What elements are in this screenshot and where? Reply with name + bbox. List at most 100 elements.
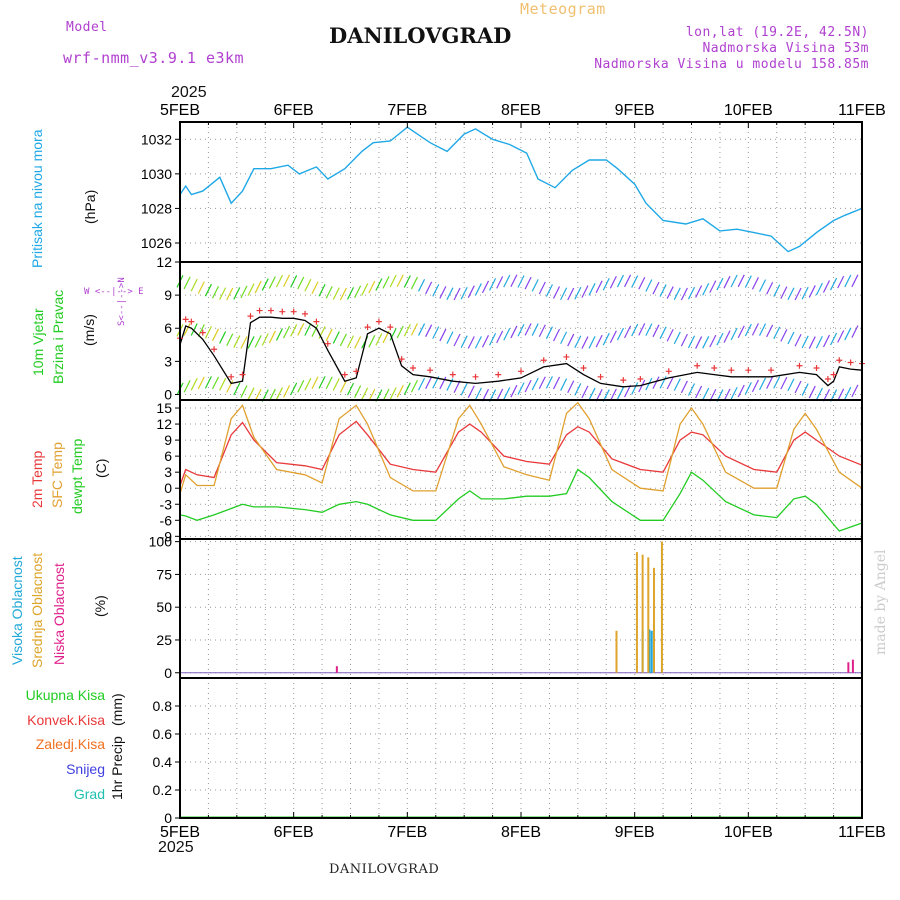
wind-gust-marker: [279, 308, 286, 315]
wind-barb: [283, 325, 291, 339]
wind-gust-marker: [302, 310, 309, 317]
wind-barb: [581, 285, 589, 298]
wind-barb: [375, 278, 383, 291]
wind-barb: [780, 376, 788, 390]
wind-barb: [403, 324, 411, 337]
wind-barb: [766, 376, 774, 389]
cloud-mid-bar: [660, 541, 663, 673]
wind-barb: [211, 328, 220, 342]
y-tick-label: 0: [164, 386, 172, 402]
x-tick-label-bottom: 5FEB: [160, 824, 200, 841]
y-tick-label: 100: [149, 534, 173, 550]
wind-barb: [226, 333, 234, 347]
wind-barb: [432, 326, 440, 339]
wind-barb: [815, 336, 823, 349]
wind-barb: [496, 276, 504, 289]
wind-barb: [197, 281, 205, 294]
wind-gust-marker: [728, 367, 735, 374]
wind-barb: [695, 385, 703, 399]
wind-barb: [311, 376, 319, 390]
lonlat-label: lon,lat (19.2E, 42.5N): [685, 25, 869, 40]
wind-barb: [759, 323, 767, 336]
wind-barb: [283, 385, 291, 398]
model-name: wrf-nmm_v3.9.1 e3km: [63, 49, 245, 67]
wind-barb: [503, 274, 511, 288]
wind-barb: [510, 274, 518, 288]
wind-barb: [489, 278, 497, 291]
wind-barb: [410, 323, 418, 336]
wind-barb: [197, 324, 205, 337]
wind-barb: [517, 323, 525, 337]
wind-barb: [801, 335, 809, 349]
wind-gust-marker: [495, 371, 502, 378]
x-tick-label-top: 11FEB: [838, 102, 886, 119]
temp-dew-line: [179, 468, 863, 532]
wind-barb: [638, 276, 646, 290]
x-tick-label-bottom: 9FEB: [615, 824, 655, 841]
elevation-label: Nadmorska Visina 53m: [702, 41, 869, 56]
wind-barb: [481, 334, 490, 348]
wind-barb: [673, 287, 681, 301]
wind-barb: [368, 335, 376, 348]
wind-barb: [702, 387, 710, 401]
wind-barb: [709, 280, 717, 293]
wind-barb: [190, 377, 198, 391]
wind-barb: [609, 388, 617, 402]
wind-barb: [815, 282, 823, 296]
wind-barb: [211, 285, 220, 299]
wind-barb: [808, 336, 816, 349]
cloud-low-bar: [851, 659, 854, 673]
wind-barb: [332, 287, 340, 300]
wind-gust-marker: [745, 367, 752, 374]
wind-barb: [325, 376, 333, 390]
wind-barb: [751, 277, 759, 290]
wind-barb: [567, 287, 575, 301]
wind-barb: [418, 279, 426, 292]
wind-barb: [673, 378, 681, 391]
wind-barb: [531, 377, 539, 391]
wind-barb: [737, 384, 745, 398]
wind-barb: [432, 284, 440, 297]
wind-barb: [574, 335, 582, 349]
wind-barb: [560, 331, 568, 345]
wind-barb: [652, 281, 660, 295]
wind-gust-marker: [580, 364, 587, 371]
wind-gust-marker: [387, 324, 394, 331]
wind-barb: [474, 336, 482, 349]
wind-barb: [723, 388, 731, 402]
y-tick-label: 25: [156, 632, 172, 648]
wind-barb: [389, 274, 397, 288]
wind-barb: [751, 323, 759, 336]
wind-barb: [219, 331, 227, 344]
wind-barb: [680, 287, 688, 301]
y-tick-label: 3: [164, 464, 172, 480]
wind-gust-marker: [694, 362, 701, 369]
wind-barb: [766, 281, 774, 295]
wind-gust-marker: [410, 364, 417, 371]
x-tick-label-bottom: 8FEB: [501, 824, 541, 841]
wind-barb: [446, 287, 454, 300]
wind-barb: [382, 276, 390, 289]
wind-barb: [446, 331, 454, 344]
wind-barb: [219, 287, 227, 300]
wind-barb: [531, 323, 539, 336]
wind-barb: [481, 280, 490, 294]
wind-gust-marker: [341, 371, 348, 378]
cloud-mid-bar: [652, 567, 655, 673]
wind-barb: [233, 335, 241, 348]
wind-barb: [794, 333, 802, 347]
page-title: DANILOVGRAD: [329, 23, 512, 48]
wind-barb: [794, 287, 802, 301]
wind-barb: [680, 333, 688, 347]
wind-barb: [247, 387, 255, 400]
y-tick-label: 9: [164, 287, 172, 303]
wind-barb: [787, 378, 795, 391]
wind-barb: [268, 330, 276, 344]
wind-barb: [602, 277, 610, 291]
wind-barb: [609, 330, 617, 343]
wind-gust-marker: [247, 313, 254, 320]
wind-barb: [624, 325, 632, 339]
wind-barb: [538, 376, 546, 389]
wind-barb: [673, 331, 681, 345]
